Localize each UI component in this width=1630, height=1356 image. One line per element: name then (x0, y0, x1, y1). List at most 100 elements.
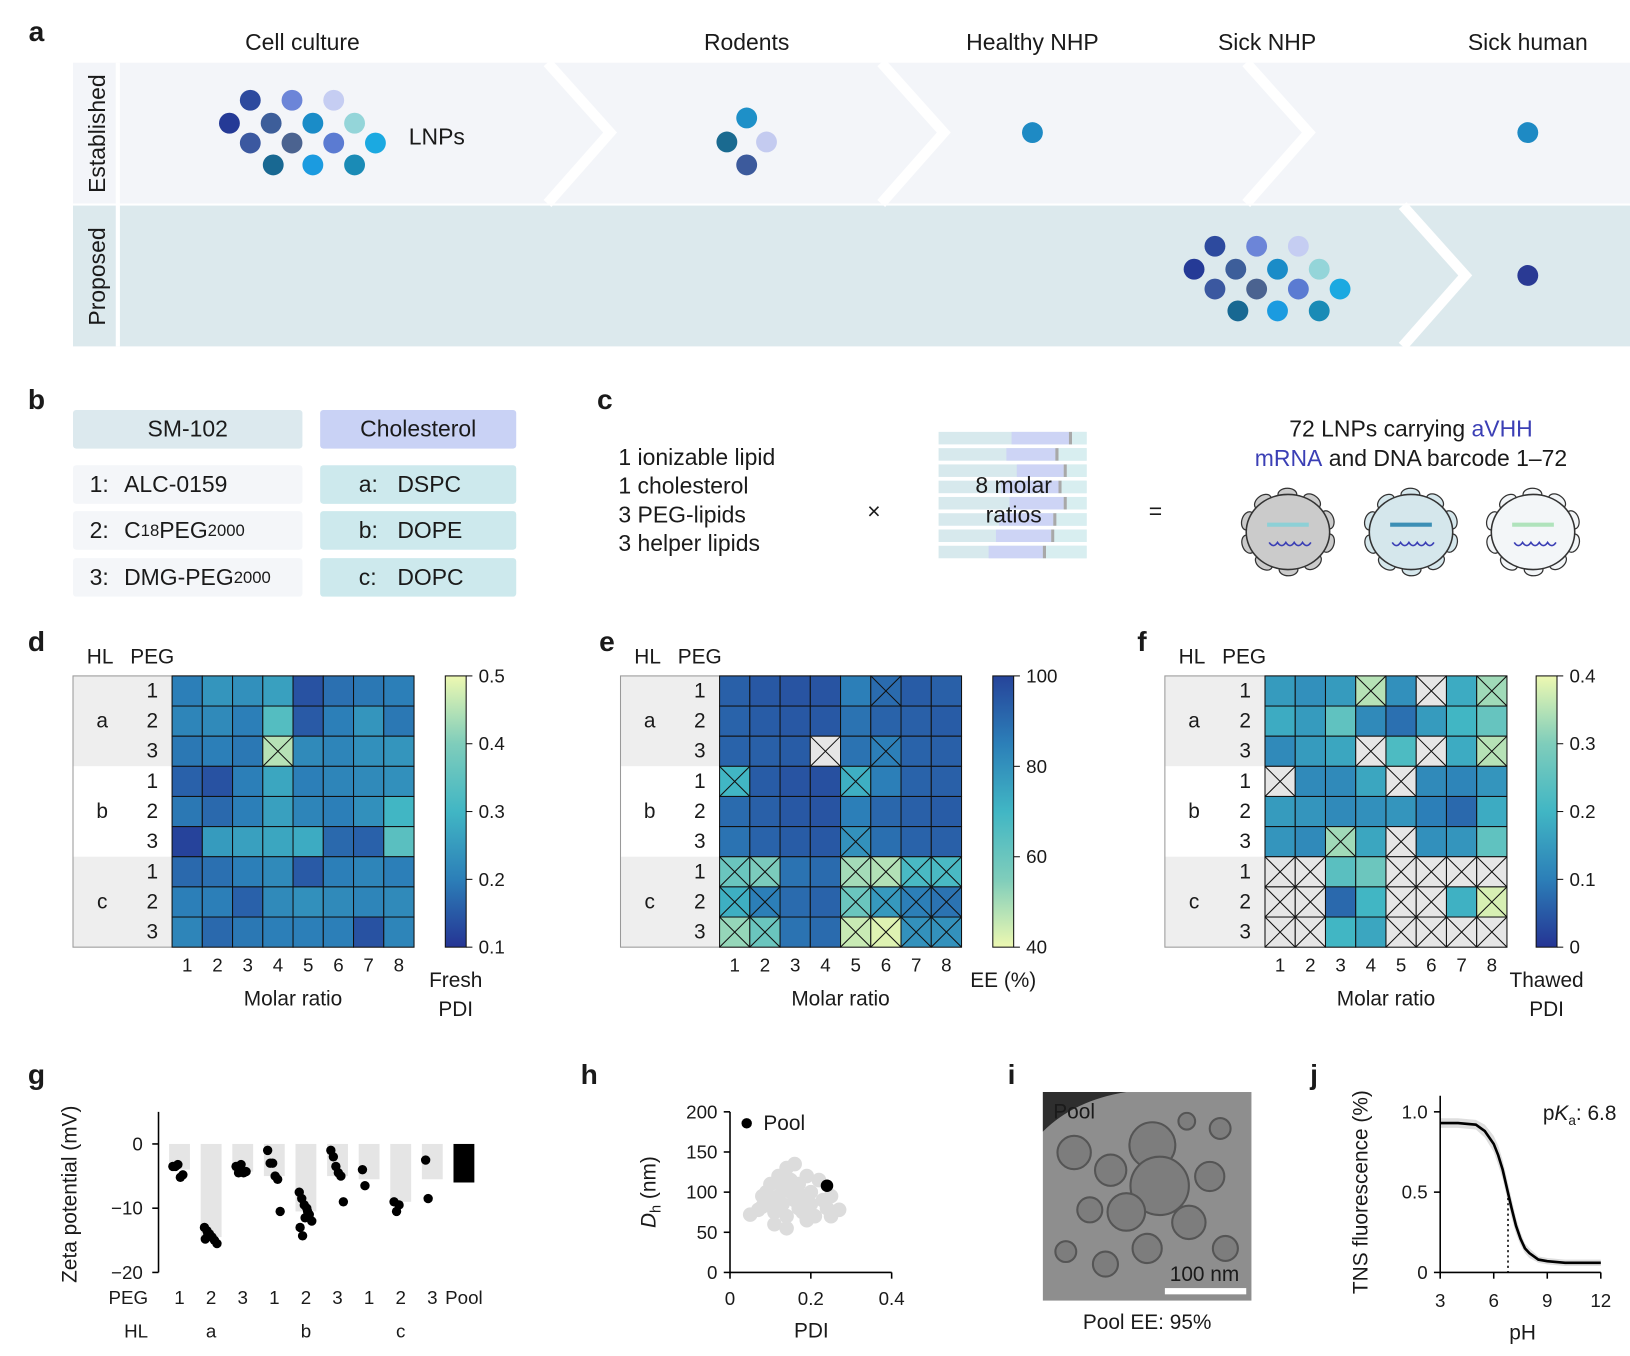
heatmap-cell (840, 705, 872, 737)
lnp-dot (756, 131, 777, 153)
heatmap-cell (201, 826, 234, 858)
x-tick-label: 6 (1426, 954, 1436, 975)
x-tick-label: 1 (174, 1287, 184, 1308)
legend-marker (741, 1118, 752, 1129)
x-tick-label: 4 (1366, 954, 1376, 975)
bar (200, 1143, 222, 1238)
panel-letter: f (1137, 626, 1147, 657)
panel-letter: d (28, 626, 45, 657)
heatmap-cell (383, 675, 415, 707)
data-point (272, 1174, 283, 1184)
cross (840, 886, 872, 918)
row-label: PEG (108, 1287, 148, 1308)
row-label: 2 (694, 890, 706, 913)
row-label: Established (84, 74, 110, 193)
ratio-segment (1055, 448, 1059, 461)
row-label: 3 (146, 921, 158, 944)
x-tick-label: 1 (364, 1287, 374, 1308)
lnp-dot (1267, 258, 1288, 280)
x-tick-label: 2 (301, 1287, 311, 1308)
label-part: (nm) (637, 1156, 660, 1205)
heatmap-cell (870, 705, 902, 737)
ratio-segment (1011, 431, 1069, 445)
stage-label: Healthy NHP (966, 29, 1099, 55)
cross (930, 886, 962, 918)
cluster-label: LNPs (409, 124, 465, 150)
data-point (302, 1206, 313, 1217)
heatmap-cell (232, 916, 264, 948)
heatmap-cell (383, 886, 415, 918)
heatmap-cell (383, 735, 415, 767)
heatmap-cell (719, 735, 751, 767)
heatmap-cell (201, 856, 234, 888)
component: 1 cholesterol (618, 473, 748, 499)
heatmap-cell (201, 916, 234, 948)
data-point (241, 1166, 251, 1177)
heatmap-cell (353, 675, 385, 707)
cross (1294, 856, 1326, 888)
heatmap-cell (1445, 826, 1478, 858)
name-part: 2000 (208, 520, 245, 539)
inset-label: Pool (1053, 1100, 1095, 1123)
lipid-name: DOPE (397, 517, 462, 543)
row-group-band (73, 856, 173, 948)
cross (1476, 856, 1508, 888)
caption: Pool EE: 95% (1083, 1311, 1212, 1334)
row-label: 2 (694, 710, 706, 733)
scatter-point (799, 1212, 815, 1228)
panel-letter: h (581, 1059, 598, 1090)
heatmap-cell (1355, 886, 1387, 918)
ratio-segment (1016, 464, 1064, 477)
lnp-dot (281, 132, 303, 154)
panel-letter: i (1008, 1059, 1016, 1090)
colorbar (992, 675, 1015, 948)
heatmap-cell (1324, 856, 1357, 888)
y-tick-label: 100 (686, 1182, 717, 1203)
heatmap-cell (383, 795, 415, 828)
heatmap-cell (171, 826, 203, 858)
x-tick-label: 2 (760, 954, 770, 975)
cross (1385, 856, 1417, 888)
heatmap-cell (930, 705, 963, 737)
data-point (357, 1164, 368, 1175)
row-group-band (620, 856, 720, 948)
cross (1385, 916, 1417, 948)
heatmap-cell (1476, 705, 1508, 737)
x-axis-label: PDI (794, 1319, 829, 1342)
row-label: 2 (1239, 800, 1251, 823)
y-axis-label: Dh (nm) (637, 1156, 665, 1228)
heatmap-cell (262, 765, 294, 797)
annotation-part: : 6.8 (1576, 1101, 1617, 1124)
heatmap-cell (930, 675, 963, 707)
heatmap-cell (779, 886, 811, 918)
heatmap-cell (1476, 826, 1508, 858)
lnp-dot (1287, 235, 1309, 257)
heatmap-cell (292, 705, 324, 737)
vesicle (1054, 1240, 1078, 1264)
x-tick-label: 0 (725, 1288, 735, 1309)
ratio-segment (1068, 431, 1073, 445)
row-header: PEG (130, 646, 174, 669)
x-tick-label: 12 (1590, 1290, 1611, 1311)
panel-letter: c (597, 384, 613, 415)
mrna (1268, 540, 1312, 547)
lipid-box (73, 558, 303, 597)
heatmap-cell (353, 795, 385, 828)
cross (262, 735, 294, 767)
y-tick-label: 200 (686, 1101, 717, 1122)
vesicle (1177, 1111, 1197, 1131)
panel-letter: b (28, 384, 45, 415)
row-group-label: c (1189, 890, 1199, 913)
row-label: 1 (146, 860, 158, 883)
row-label: 3 (1239, 921, 1251, 944)
lnp-dot (262, 154, 284, 176)
cross (840, 916, 872, 948)
heatmap-cell (201, 705, 234, 737)
lnp-dot (1022, 122, 1043, 144)
heatmap-cell (322, 886, 355, 918)
bar (453, 1143, 475, 1183)
bar (390, 1143, 412, 1202)
cross (1264, 765, 1296, 797)
mrna (1513, 540, 1557, 547)
heatmap-cell (749, 826, 781, 858)
